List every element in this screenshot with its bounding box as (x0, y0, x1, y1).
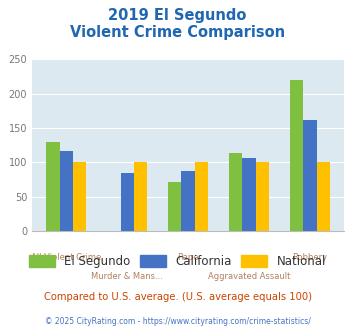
Text: Aggravated Assault: Aggravated Assault (208, 272, 290, 281)
Bar (242, 158, 256, 231)
Legend: El Segundo, California, National: El Segundo, California, National (24, 250, 331, 273)
Bar (290, 80, 303, 231)
Text: Violent Crime Comparison: Violent Crime Comparison (70, 25, 285, 40)
Text: All Violent Crime: All Violent Crime (31, 253, 102, 262)
Bar (134, 162, 147, 231)
Bar (256, 162, 269, 231)
Bar (317, 162, 330, 231)
Text: Murder & Mans...: Murder & Mans... (91, 272, 163, 281)
Bar (195, 162, 208, 231)
Bar (120, 173, 134, 231)
Bar (181, 171, 195, 231)
Bar (303, 120, 317, 231)
Text: Rape: Rape (178, 253, 199, 262)
Text: 2019 El Segundo: 2019 El Segundo (108, 8, 247, 23)
Text: Compared to U.S. average. (U.S. average equals 100): Compared to U.S. average. (U.S. average … (44, 292, 311, 302)
Bar (229, 153, 242, 231)
Bar (60, 151, 73, 231)
Bar (73, 162, 86, 231)
Text: Robbery: Robbery (293, 253, 328, 262)
Bar (46, 142, 60, 231)
Text: © 2025 CityRating.com - https://www.cityrating.com/crime-statistics/: © 2025 CityRating.com - https://www.city… (45, 317, 310, 326)
Bar (168, 182, 181, 231)
